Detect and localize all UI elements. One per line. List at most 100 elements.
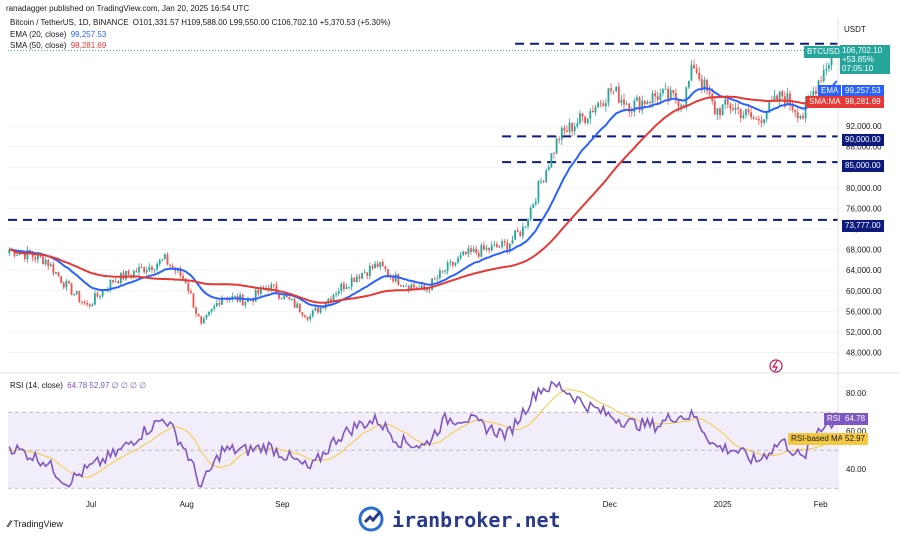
candle-body <box>125 270 127 280</box>
candle-body <box>462 251 465 256</box>
candle-body <box>571 122 574 132</box>
candle-body <box>508 243 511 251</box>
candle-body <box>597 102 599 108</box>
candle-body <box>42 256 44 265</box>
candle <box>475 245 478 256</box>
candle <box>57 271 60 278</box>
candle <box>516 227 519 233</box>
candle-body <box>433 278 436 280</box>
candle <box>179 266 182 278</box>
candle-body <box>420 285 423 289</box>
candle-body <box>405 285 408 287</box>
candle-body <box>306 316 309 320</box>
ema-20-line <box>9 80 838 308</box>
candle <box>314 305 317 312</box>
candle <box>464 251 467 256</box>
candle-body <box>589 110 592 119</box>
candle-body <box>757 119 760 121</box>
symbol-title: Bitcoin / TetherUS, 1D, BINANCE <box>10 18 129 27</box>
candle-body <box>812 91 815 96</box>
candle-body <box>672 89 675 93</box>
candle <box>698 66 701 82</box>
candle-body <box>610 88 612 91</box>
candle <box>674 88 677 105</box>
candle-body <box>667 88 670 100</box>
candle-body <box>285 295 288 298</box>
candle-body <box>65 280 68 288</box>
candle <box>187 280 190 295</box>
level-73777-tag: 73,777.00 <box>842 220 884 232</box>
candle <box>44 257 47 266</box>
candle <box>156 261 159 272</box>
candle-body <box>828 65 830 69</box>
rsi-ma-line <box>8 389 838 478</box>
level-85000-tag: 85,000.00 <box>842 160 884 172</box>
candle <box>802 112 804 120</box>
candle-body <box>138 267 140 273</box>
candle <box>604 99 607 112</box>
candle-body <box>257 290 260 294</box>
candle <box>573 122 576 136</box>
candle-body <box>99 296 101 298</box>
price-tick-label: 60,000.00 <box>846 287 882 296</box>
candle <box>602 100 605 108</box>
sma-legend[interactable]: SMA (50, close) 98,281.69 <box>10 41 106 50</box>
candle-body <box>304 315 306 317</box>
tradingview-brand[interactable]: ⁄⁄ TradingView <box>8 519 63 529</box>
candle-body <box>218 303 221 305</box>
candle <box>584 115 587 125</box>
candle-body <box>604 102 607 107</box>
candle <box>532 202 535 209</box>
time-tick-label: Sep <box>275 500 290 509</box>
rsi-legend-label: RSI (14, close) <box>10 381 63 390</box>
candle-body <box>545 170 548 182</box>
candle <box>496 241 498 249</box>
candle-body <box>651 93 654 104</box>
candle-body <box>140 267 143 269</box>
candle-body <box>781 91 784 97</box>
candle-body <box>550 153 553 167</box>
candle-body <box>477 252 480 257</box>
candle-body <box>153 269 156 271</box>
candle-body <box>55 272 57 274</box>
candle-body <box>695 68 698 73</box>
candle <box>88 303 91 309</box>
candle-body <box>560 127 563 140</box>
candle-body <box>524 226 527 228</box>
candle <box>192 293 195 309</box>
candle-body <box>397 274 400 286</box>
candle <box>189 288 192 294</box>
candle <box>257 288 260 297</box>
candle-body <box>721 104 724 116</box>
price-tick-label: 48,000.00 <box>846 349 882 358</box>
candle-body <box>760 120 763 123</box>
candle-body <box>527 219 529 227</box>
candle-body <box>166 254 169 265</box>
candle <box>695 64 698 75</box>
candle <box>472 245 475 253</box>
candle-body <box>802 115 804 119</box>
ema-legend[interactable]: EMA (20, close) 99,257.53 <box>10 30 106 39</box>
candle-body <box>566 130 568 132</box>
candle-body <box>298 303 301 313</box>
rsi-legend[interactable]: RSI (14, close) 64.78 52.97 ∅ ∅ ∅ ∅ <box>10 381 146 390</box>
candle <box>511 235 514 245</box>
candle <box>547 163 550 171</box>
candle-body <box>682 104 685 107</box>
candle-body <box>459 255 462 259</box>
candle-body <box>143 267 146 273</box>
candle-body <box>623 99 625 105</box>
candle <box>348 286 350 290</box>
candle <box>519 230 522 238</box>
tradingview-name: TradingView <box>13 519 63 529</box>
candle-body <box>537 181 540 202</box>
candle-body <box>540 181 542 183</box>
candle-body <box>700 79 703 88</box>
candle-body <box>612 90 615 92</box>
candle-body <box>332 294 335 301</box>
price-tick-label: 88,000.00 <box>846 143 882 152</box>
candle-body <box>36 254 39 260</box>
price-tick-label: 92,000.00 <box>846 122 882 131</box>
candle <box>140 263 143 269</box>
